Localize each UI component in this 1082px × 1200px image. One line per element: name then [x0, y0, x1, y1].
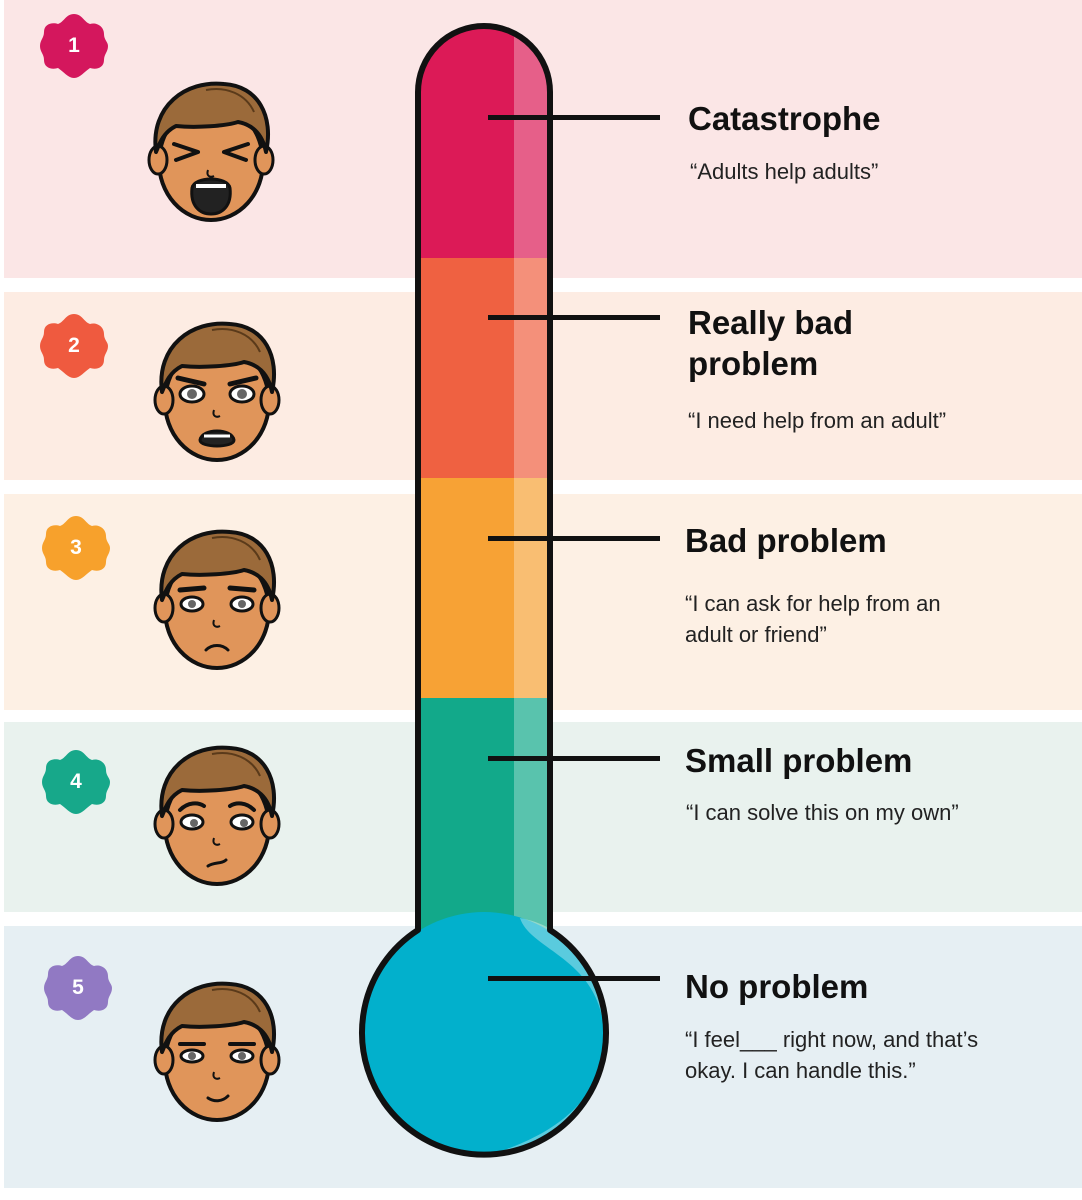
tube-segment-4 [418, 698, 550, 930]
level-1-badge: 1 [38, 10, 110, 82]
level-3-number: 3 [70, 536, 82, 559]
leader-line-3 [488, 536, 660, 541]
level-3-quote: “I can ask for help from an adult or fri… [685, 591, 941, 647]
level-1-title: Catastrophe [688, 100, 881, 137]
tube-highlight [514, 26, 550, 930]
leader-line-1 [488, 115, 660, 120]
level-1-number: 1 [68, 34, 80, 57]
uneasy-face-icon [153, 745, 281, 886]
leader-line-5 [488, 976, 660, 981]
thermometer-outline [359, 23, 609, 1158]
tube-segment-1 [418, 26, 550, 260]
calm-face-icon [153, 981, 281, 1122]
flower-badge-icon [40, 314, 108, 378]
level-2-number: 2 [68, 334, 80, 357]
flower-badge-icon [44, 956, 112, 1020]
flower-badge-icon [42, 750, 110, 814]
level-4-number: 4 [70, 770, 82, 793]
tube-segment-3 [418, 478, 550, 700]
level-4-badge: 4 [40, 746, 112, 818]
screaming-face-icon [147, 81, 275, 222]
leader-line-4 [488, 756, 660, 761]
alarmed-face-icon [153, 321, 281, 462]
tube-segment-2 [418, 258, 550, 480]
level-2-quote: “I need help from an adult” [688, 408, 947, 433]
worried-face-icon [153, 529, 281, 670]
level-5-number: 5 [72, 976, 84, 999]
leader-line-2 [488, 315, 660, 320]
level-3-title: Bad problem [685, 522, 887, 559]
level-3-badge: 3 [40, 512, 112, 584]
flower-badge-icon [40, 14, 108, 78]
level-5-badge: 5 [42, 952, 114, 1024]
level-2-badge: 2 [38, 310, 110, 382]
level-5-title: No problem [685, 968, 869, 1005]
level-4-quote: “I can solve this on my own” [686, 800, 959, 825]
thermometer-bulb [362, 912, 606, 1156]
level-4-title: Small problem [685, 742, 913, 779]
level-2-title: Really bad problem [688, 304, 854, 382]
level-1-quote: “Adults help adults” [690, 159, 879, 184]
level-5-quote: “I feel___ right now, and that’s okay. I… [685, 1027, 979, 1083]
flower-badge-icon [42, 516, 110, 580]
